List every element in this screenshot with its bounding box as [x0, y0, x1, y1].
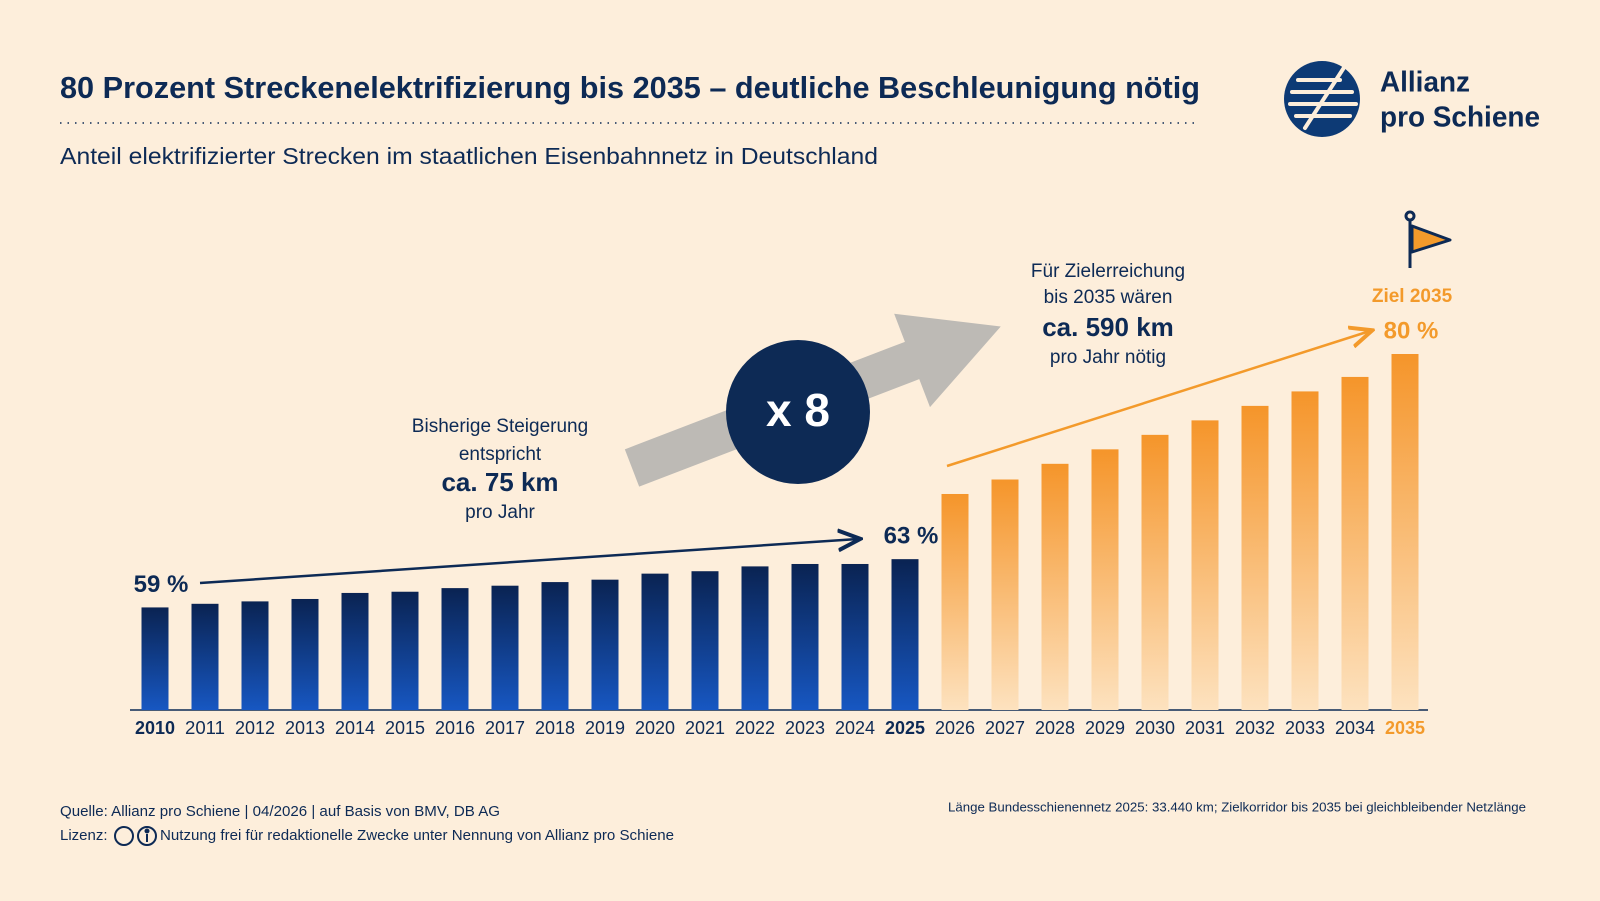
flag-icon	[1404, 210, 1452, 268]
x-tick-label: 2018	[535, 718, 575, 738]
x-tick-label: 2011	[185, 718, 225, 738]
logo-text: pro Schiene	[1380, 102, 1540, 134]
x-tick-label: 2019	[585, 718, 625, 738]
bar	[741, 566, 769, 710]
bar	[491, 585, 519, 710]
cc-icons	[114, 826, 157, 846]
bar	[141, 607, 169, 710]
factor-circle	[726, 340, 870, 484]
x-tick-label: 2015	[385, 718, 425, 738]
x-tick-label: 2012	[235, 718, 275, 738]
bar	[1191, 420, 1219, 710]
x-tick-label: 2034	[1335, 718, 1375, 738]
bar	[441, 588, 469, 710]
x-tick-label: 2031	[1185, 718, 1225, 738]
annotation: bis 2035 wären	[1044, 287, 1173, 308]
bar	[841, 563, 869, 710]
logo-text: Allianz	[1380, 67, 1470, 99]
source: Quelle: Allianz pro Schiene | 04/2026 | …	[60, 803, 500, 820]
subtitle: Anteil elektrifizierter Strecken im staa…	[60, 143, 878, 169]
target-arrow	[946, 331, 1370, 468]
annotation: pro Jahr	[465, 502, 535, 523]
bar	[1291, 391, 1319, 710]
license-label: Lizenz:	[60, 827, 108, 844]
bar	[1241, 405, 1269, 710]
x-tick-label: 2029	[1085, 718, 1125, 738]
bar	[941, 493, 969, 710]
bar	[1341, 376, 1369, 710]
goal-label: Ziel 2035	[1372, 286, 1453, 307]
bar	[291, 598, 319, 710]
x-tick-label: 2032	[1235, 718, 1275, 738]
x-tick-label: 2035	[1385, 718, 1425, 738]
trend-arrow	[199, 539, 858, 585]
bar	[541, 582, 569, 710]
bar	[341, 592, 369, 710]
factor-label: x 8	[766, 384, 830, 436]
x-tick-label: 2016	[435, 718, 475, 738]
bar	[991, 479, 1019, 710]
annotation: ca. 75 km	[441, 467, 558, 497]
bar	[1041, 463, 1069, 710]
x-tick-label: 2013	[285, 718, 325, 738]
value-label: 59 %	[134, 571, 189, 598]
bar	[1391, 354, 1419, 710]
logo: Allianz pro Schiene	[1284, 61, 1540, 137]
x-tick-label: 2023	[785, 718, 825, 738]
bar	[641, 573, 669, 710]
x-tick-label: 2025	[885, 718, 925, 738]
annotation: entspricht	[459, 444, 542, 465]
value-label: 80 %	[1384, 317, 1439, 344]
annotation: Für Zielerreichung	[1031, 261, 1185, 282]
value-label: 63 %	[884, 522, 939, 549]
x-tick-label: 2021	[685, 718, 725, 738]
bar	[1091, 449, 1119, 710]
x-tick-label: 2022	[735, 718, 775, 738]
bar	[791, 563, 819, 710]
x-tick-label: 2024	[835, 718, 875, 738]
title: 80 Prozent Streckenelektrifizierung bis …	[60, 70, 1200, 105]
x-tick-label: 2014	[335, 718, 375, 738]
annotation: ca. 590 km	[1042, 312, 1174, 342]
x-tick-label: 2028	[1035, 718, 1075, 738]
x-tick-label: 2010	[135, 718, 175, 738]
bar	[1141, 434, 1169, 710]
x-tick-label: 2033	[1285, 718, 1325, 738]
x-tick-label: 2017	[485, 718, 525, 738]
x-tick-label: 2026	[935, 718, 975, 738]
bar	[191, 603, 219, 710]
annotation: Bisherige Steigerung	[412, 416, 588, 437]
license: Nutzung frei für redaktionelle Zwecke un…	[160, 827, 674, 844]
note: Länge Bundesschienennetz 2025: 33.440 km…	[948, 799, 1526, 814]
bar	[591, 579, 619, 710]
bar	[691, 571, 719, 710]
x-tick-label: 2030	[1135, 718, 1175, 738]
x-tick-label: 2027	[985, 718, 1025, 738]
x-tick-label: 2020	[635, 718, 675, 738]
bar	[891, 559, 919, 710]
annotation: pro Jahr nötig	[1050, 347, 1166, 368]
bar	[391, 591, 419, 710]
bar	[241, 601, 269, 710]
